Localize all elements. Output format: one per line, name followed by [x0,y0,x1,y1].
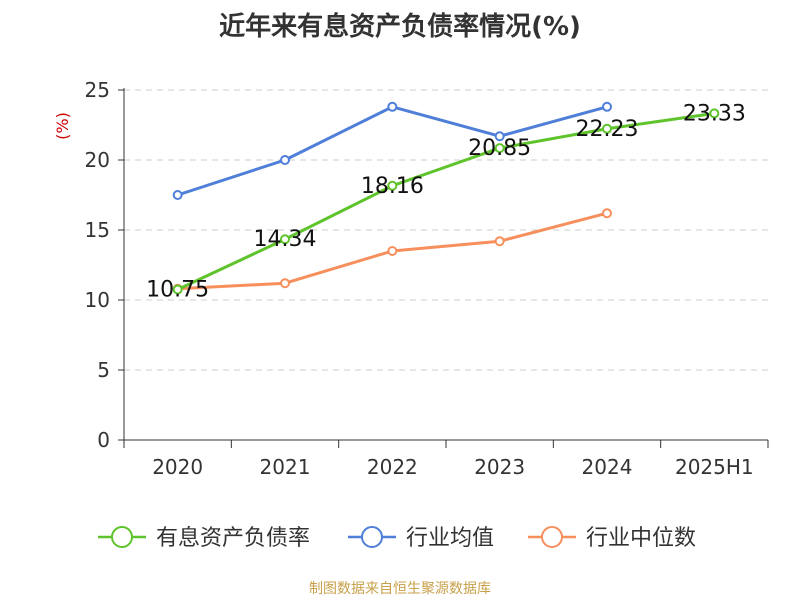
axes: 0 5 10 15 20 25 (%) 2020 2021 2022 2023 2024 2025H1 [53,78,769,479]
series-point [602,208,612,219]
series-point [387,246,398,256]
y-tick-label: 25 [85,78,110,102]
y-tick-label: 10 [85,288,110,312]
y-tick-label: 15 [85,218,110,242]
source-footer: 制图数据来自恒生聚源数据库 [309,581,491,597]
data-label: 10.75 [146,278,209,303]
series-point [280,278,290,289]
y-axis-label: (%) [53,112,72,140]
data-label: 22.23 [576,117,639,142]
y-tick-label: 0 [97,428,110,452]
legend: 有息资产负债率 行业均值 行业中位数 [98,526,696,551]
x-tick-label: 2025H1 [675,455,754,479]
series-point [709,108,720,119]
x-tick-label: 2023 [474,455,525,479]
data-label: 18.16 [361,174,424,199]
series-point [280,155,290,165]
chart-title: 近年来有息资产负债率情况(%) [219,12,581,42]
series-point [280,234,290,245]
series-point [494,131,505,142]
grid-lines [124,89,768,371]
legend-label: 行业均值 [406,526,494,551]
y-tick-label: 20 [85,148,110,172]
series-point [387,101,398,112]
series-layer [172,101,720,295]
series-point [494,236,505,247]
series-point [172,190,183,200]
data-label: 14.34 [254,227,317,252]
x-tick-label: 2021 [260,455,311,479]
legend-marker [111,526,133,548]
series-point [172,284,183,295]
data-labels-layer: 10.75 14.34 18.16 20.85 22.23 23.33 [146,101,746,302]
data-label: 20.85 [468,136,531,161]
series-point [494,143,505,154]
legend-label: 行业中位数 [586,526,696,551]
data-label: 23.33 [683,101,746,126]
series-line [176,111,716,291]
x-tick-label: 2022 [367,455,418,479]
series-point [602,101,612,112]
legend-marker [541,526,563,548]
y-tick-label: 5 [97,358,110,382]
x-tick-label: 2020 [152,455,203,479]
legend-marker [361,526,383,548]
series-point [387,180,398,191]
legend-label: 有息资产负债率 [156,526,310,551]
series-point [602,123,612,134]
x-tick-label: 2024 [582,455,633,479]
